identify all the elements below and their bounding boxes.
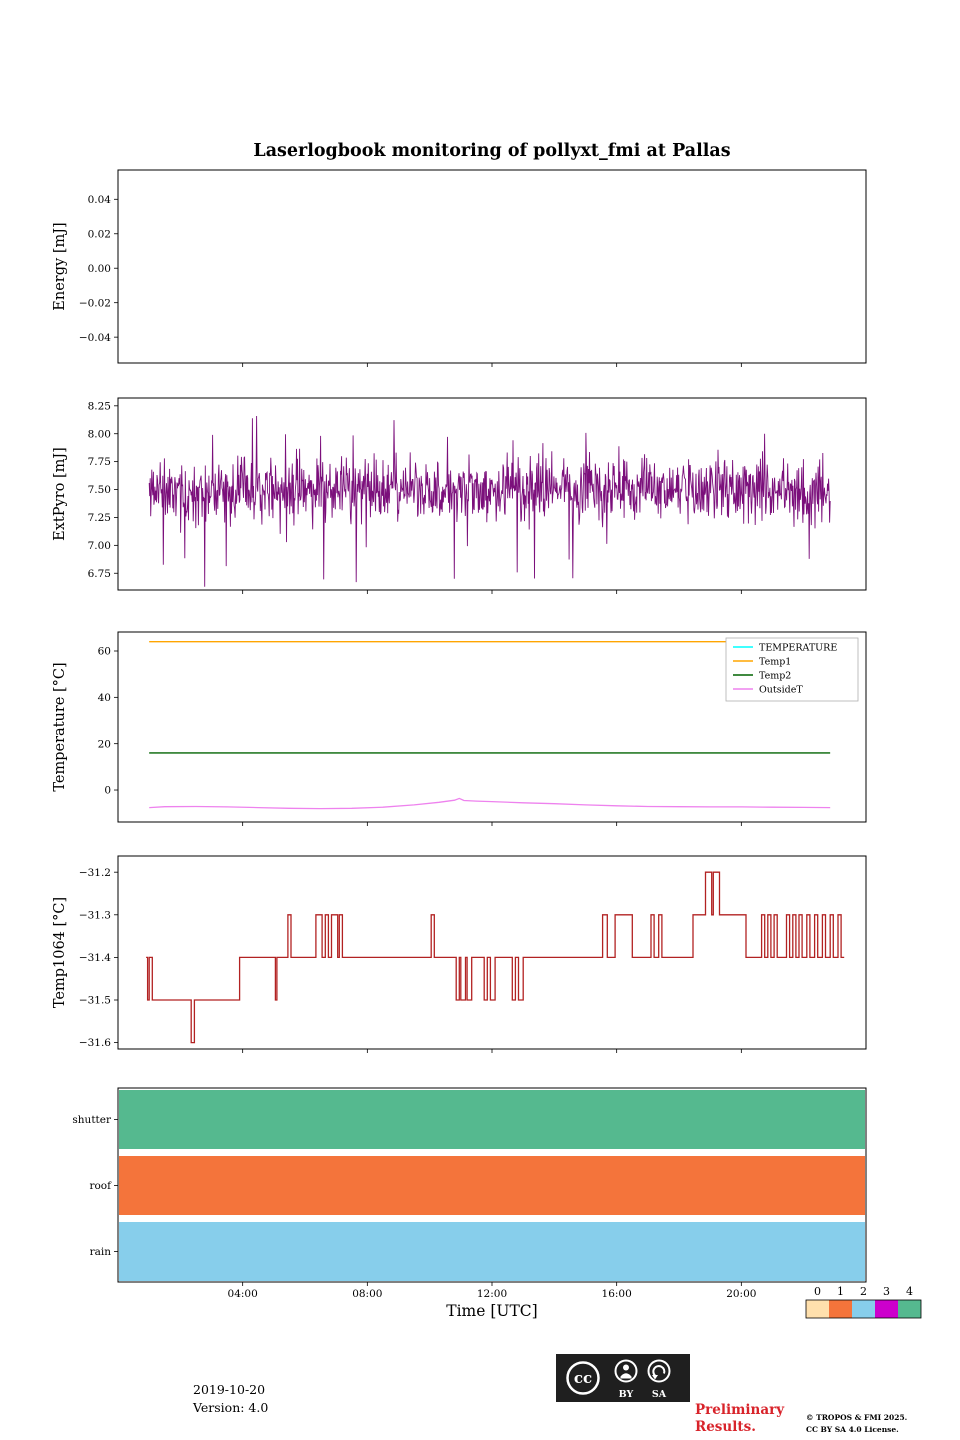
by-person-icon [614,1359,638,1383]
sa-arrow [652,1365,666,1377]
cc-icon [566,1361,600,1395]
preliminary-line2: Results. [695,1418,756,1435]
svg-text:−31.3: −31.3 [79,909,111,921]
svg-text:ExtPyro [mJ]: ExtPyro [mJ] [52,447,68,541]
svg-text:7.75: 7.75 [88,456,111,468]
svg-text:Temp2: Temp2 [759,670,791,681]
x-axis-label: Time [UTC] [446,1302,538,1320]
sa-arrowhead [652,1375,658,1380]
copyright-note: © TROPOS & FMI 2025. CC BY SA 4.0 Licens… [806,1412,907,1436]
svg-text:Temp1: Temp1 [759,656,791,667]
energy-subplot: 0.04 0.02 0.00 −0.02 −0.04 Energy [mJ] [52,169,867,367]
by-person-body [620,1373,632,1379]
figure-title: Laserlogbook monitoring of pollyxt_fmi a… [253,141,731,161]
svg-text:−31.2: −31.2 [79,867,111,879]
svg-text:roof: roof [89,1180,112,1192]
svg-text:20:00: 20:00 [726,1288,756,1300]
preliminary-note: Preliminary Results. [695,1402,784,1436]
svg-text:0: 0 [104,785,111,797]
svg-text:OutsideT: OutsideT [759,684,803,695]
footer-version: Version: 4.0 [193,1400,269,1416]
svg-text:−0.02: −0.02 [79,297,111,309]
svg-text:Energy [mJ]: Energy [mJ] [52,222,68,310]
svg-text:6.75: 6.75 [88,568,111,580]
svg-text:8.00: 8.00 [88,428,111,440]
svg-text:0.04: 0.04 [88,194,112,206]
svg-text:3: 3 [883,1285,890,1298]
svg-text:1: 1 [837,1285,844,1298]
svg-text:−31.4: −31.4 [79,952,111,964]
svg-text:40: 40 [98,692,111,704]
temp1064-subplot: −31.2 −31.3 −31.4 −31.5 −31.6 Temp1064 [°C] [52,855,867,1053]
svg-text:Temperature [°C]: Temperature [°C] [52,662,68,791]
svg-text:0: 0 [814,1285,821,1298]
svg-text:4: 4 [906,1285,913,1298]
svg-text:2: 2 [860,1285,867,1298]
svg-text:−31.5: −31.5 [79,995,111,1007]
preliminary-line1: Preliminary [695,1402,785,1418]
sa-arrow-icon [647,1359,671,1383]
by-label: BY [619,1389,634,1400]
copyright-line2: CC BY SA 4.0 License. [806,1425,899,1434]
svg-text:TEMPERATURE: TEMPERATURE [759,642,837,653]
svg-text:−0.04: −0.04 [79,332,111,344]
status-subplot: shutter roof rain 04:00 08:00 12:00 16:00 20:00 [72,1087,867,1300]
svg-text:shutter: shutter [72,1114,112,1126]
svg-text:12:00: 12:00 [477,1288,507,1300]
svg-text:60: 60 [98,646,111,658]
svg-text:0.02: 0.02 [88,228,111,240]
sa-label: SA [652,1389,667,1400]
svg-text:8.25: 8.25 [88,400,111,412]
extpyro-subplot: 8.25 8.00 7.75 7.50 7.25 7.00 6.75 ExtPyro [mJ] [52,397,867,594]
temperature-legend: TEMPERATURE Temp1 Temp2 OutsideT [725,637,859,702]
colorbar: 0 1 2 3 4 [805,1285,922,1319]
footer-date: 2019-10-20 [193,1382,266,1397]
footer-date-version: 2019-10-20 Version: 4.0 [193,1381,268,1417]
svg-text:7.25: 7.25 [88,512,111,524]
svg-text:7.50: 7.50 [88,484,111,496]
temperature-subplot: TEMPERATURE Temp1 Temp2 OutsideT 60 40 20 0 Temp… [52,631,867,826]
svg-text:0.00: 0.00 [88,263,111,275]
by-person-head [623,1364,629,1371]
svg-text:04:00: 04:00 [228,1288,258,1300]
svg-text:rain: rain [90,1246,112,1258]
cc-icon-letters: cc [574,1369,592,1387]
svg-text:20: 20 [98,738,111,750]
svg-text:7.00: 7.00 [88,540,111,552]
svg-text:16:00: 16:00 [602,1288,632,1300]
cc-license-badge: cc BY SA [556,1354,690,1402]
svg-text:Temp1064 [°C]: Temp1064 [°C] [52,897,68,1008]
svg-text:08:00: 08:00 [352,1288,382,1300]
copyright-line1: © TROPOS & FMI 2025. [806,1413,908,1422]
svg-text:−31.6: −31.6 [79,1037,111,1049]
